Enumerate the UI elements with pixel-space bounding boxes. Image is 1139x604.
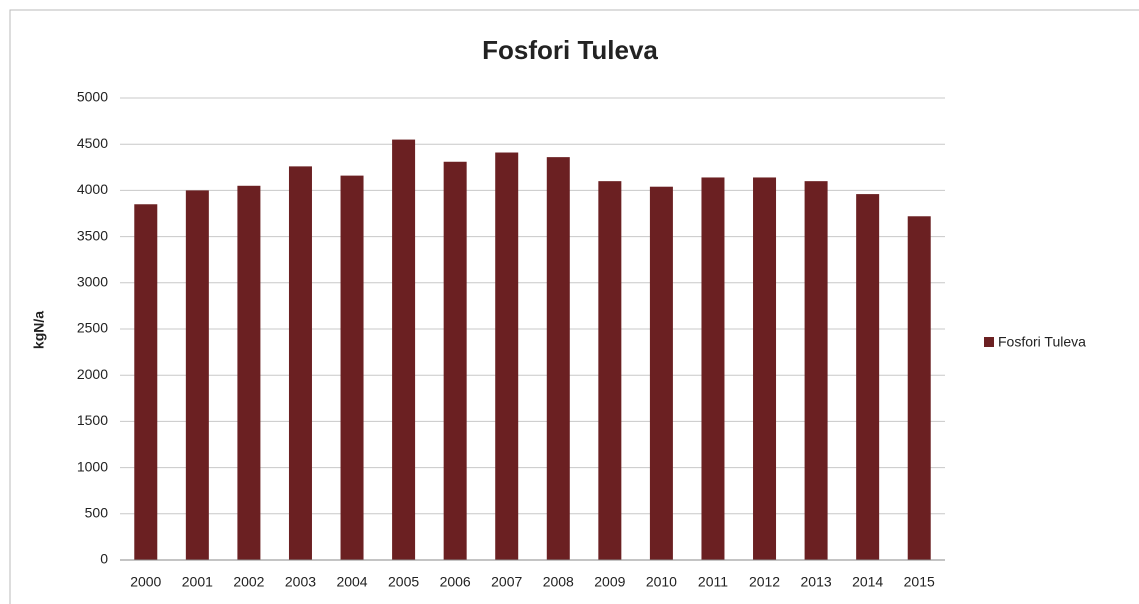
bar [546, 157, 570, 561]
y-tick-label: 0 [100, 551, 108, 567]
bar [340, 175, 364, 560]
x-tick-label: 2006 [440, 574, 471, 590]
bar [804, 181, 828, 560]
legend-swatch [984, 337, 994, 347]
x-tick-label: 2000 [130, 574, 161, 590]
bar [701, 177, 725, 561]
x-tick-label: 2009 [594, 574, 625, 590]
x-tick-label: 2011 [698, 574, 728, 590]
x-tick-label: 2004 [336, 574, 367, 590]
x-tick-label: 2002 [233, 574, 264, 590]
y-tick-label: 500 [85, 505, 109, 521]
x-tick-label: 2010 [646, 574, 677, 590]
y-tick-label: 4500 [77, 135, 108, 151]
bar [185, 190, 209, 560]
y-tick-label: 2000 [77, 366, 108, 382]
x-tick-label: 2012 [749, 574, 780, 590]
bar [753, 177, 777, 561]
chart-title: Fosfori Tuleva [482, 35, 658, 65]
bar [392, 139, 416, 560]
y-tick-label: 4000 [77, 181, 108, 197]
x-tick-label: 2013 [801, 574, 832, 590]
bar [907, 216, 931, 560]
x-tick-label: 2005 [388, 574, 419, 590]
x-tick-label: 2001 [182, 574, 213, 590]
bar [649, 186, 673, 561]
bar [598, 181, 622, 560]
y-axis-label: kgN/a [31, 311, 47, 349]
chart-frame [9, 9, 1139, 604]
x-tick-label: 2014 [852, 574, 883, 590]
bar [134, 204, 158, 560]
bar [237, 185, 261, 560]
y-tick-label: 1500 [77, 412, 108, 428]
x-tick-label: 2008 [543, 574, 574, 590]
bar [288, 166, 312, 560]
x-tick-label: 2003 [285, 574, 316, 590]
x-tick-label: 2015 [904, 574, 935, 590]
legend-label: Fosfori Tuleva [998, 334, 1086, 350]
x-tick-label: 2007 [491, 574, 522, 590]
bar [495, 152, 519, 561]
y-tick-label: 3500 [77, 227, 108, 243]
y-tick-label: 3000 [77, 274, 108, 290]
bar [443, 161, 467, 561]
y-tick-label: 2500 [77, 320, 108, 336]
y-tick-label: 5000 [77, 89, 108, 105]
y-tick-label: 1000 [77, 458, 108, 474]
bar [856, 194, 880, 560]
